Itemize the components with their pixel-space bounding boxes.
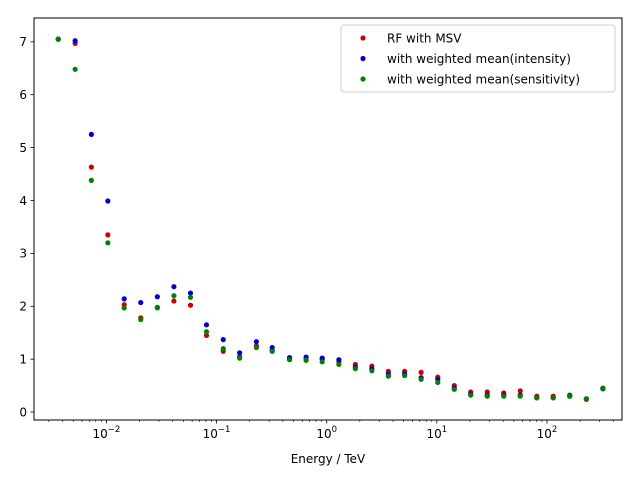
data-point [105, 240, 111, 246]
data-point [237, 355, 243, 361]
legend-item: RF with MSV [360, 31, 462, 45]
y-axis: 0 1 2 3 4 5 6 7 [19, 35, 34, 419]
plot-area-frame [33, 17, 623, 421]
data-point [269, 344, 275, 351]
legend-item: with weighted mean(intensity) [360, 52, 571, 66]
x-tick-label: 10−2 [93, 425, 121, 441]
data-point [88, 131, 94, 137]
data-point [501, 393, 507, 399]
data-point [88, 177, 94, 183]
data-point [203, 329, 210, 335]
data-point [600, 385, 606, 391]
data-point [203, 322, 210, 328]
data-point [187, 290, 194, 296]
y-tick-label: 7 [19, 35, 27, 49]
data-point [336, 361, 342, 368]
data-point [55, 36, 61, 42]
data-point [171, 284, 177, 290]
data-point [138, 316, 144, 323]
data-point [517, 388, 523, 394]
data-point [484, 393, 490, 399]
legend-item: with weighted mean(sensitivity) [360, 72, 580, 86]
y-tick-label: 1 [19, 352, 27, 366]
y-tick-label: 3 [19, 247, 27, 261]
legend-label: RF with MSV [387, 31, 462, 45]
data-point [105, 232, 111, 238]
data-point [269, 348, 275, 354]
data-point [154, 305, 160, 311]
data-points [55, 36, 606, 402]
legend-label: with weighted mean(sensitivity) [387, 72, 580, 86]
data-point [369, 368, 375, 374]
data-point [303, 357, 309, 363]
series-3-points [55, 36, 606, 402]
data-point [583, 396, 589, 402]
data-point [187, 302, 194, 308]
data-point [550, 395, 556, 401]
data-point [121, 305, 127, 311]
data-point [418, 369, 424, 375]
data-point [468, 392, 474, 398]
data-point [451, 386, 457, 392]
x-axis-label: Energy / TeV [291, 452, 366, 466]
data-point [352, 366, 358, 372]
data-point [534, 395, 540, 401]
data-point [203, 332, 210, 338]
legend-frame [340, 24, 616, 93]
data-point [171, 298, 177, 304]
data-point [567, 393, 573, 399]
y-tick-label: 4 [19, 194, 27, 208]
data-point [72, 66, 78, 72]
data-point [253, 344, 259, 351]
data-point [253, 339, 259, 345]
data-point [319, 355, 325, 361]
data-point [171, 293, 177, 299]
data-point [220, 345, 226, 352]
data-point [418, 376, 424, 382]
y-tick-label: 6 [19, 88, 27, 102]
legend: RF with MSV with weighted mean(intensity)… [340, 24, 616, 93]
data-point [72, 38, 78, 44]
data-point [385, 373, 391, 379]
y-tick-label: 2 [19, 300, 27, 314]
data-point [121, 296, 127, 302]
legend-label: with weighted mean(intensity) [387, 52, 571, 66]
x-tick-label: 100 [316, 425, 337, 441]
data-point [154, 294, 160, 300]
x-tick-label: 10−1 [203, 425, 231, 441]
x-tick-label: 102 [537, 425, 558, 441]
y-tick-label: 0 [19, 405, 27, 419]
x-axis: 10−2 10−1 100 101 102 [48, 420, 614, 441]
legend-marker [360, 76, 366, 82]
data-point [435, 379, 441, 386]
data-point [517, 393, 523, 399]
data-point [402, 372, 408, 379]
data-point [138, 299, 144, 306]
data-point [187, 294, 194, 300]
data-point [105, 198, 111, 204]
legend-marker [360, 35, 366, 41]
data-point [336, 357, 342, 363]
x-tick-label: 101 [426, 425, 447, 441]
data-point [220, 337, 226, 343]
data-point [286, 357, 293, 363]
y-tick-label: 5 [19, 141, 27, 155]
data-point [319, 359, 325, 365]
legend-marker [360, 55, 366, 62]
data-point [237, 350, 243, 356]
data-point [88, 164, 94, 170]
